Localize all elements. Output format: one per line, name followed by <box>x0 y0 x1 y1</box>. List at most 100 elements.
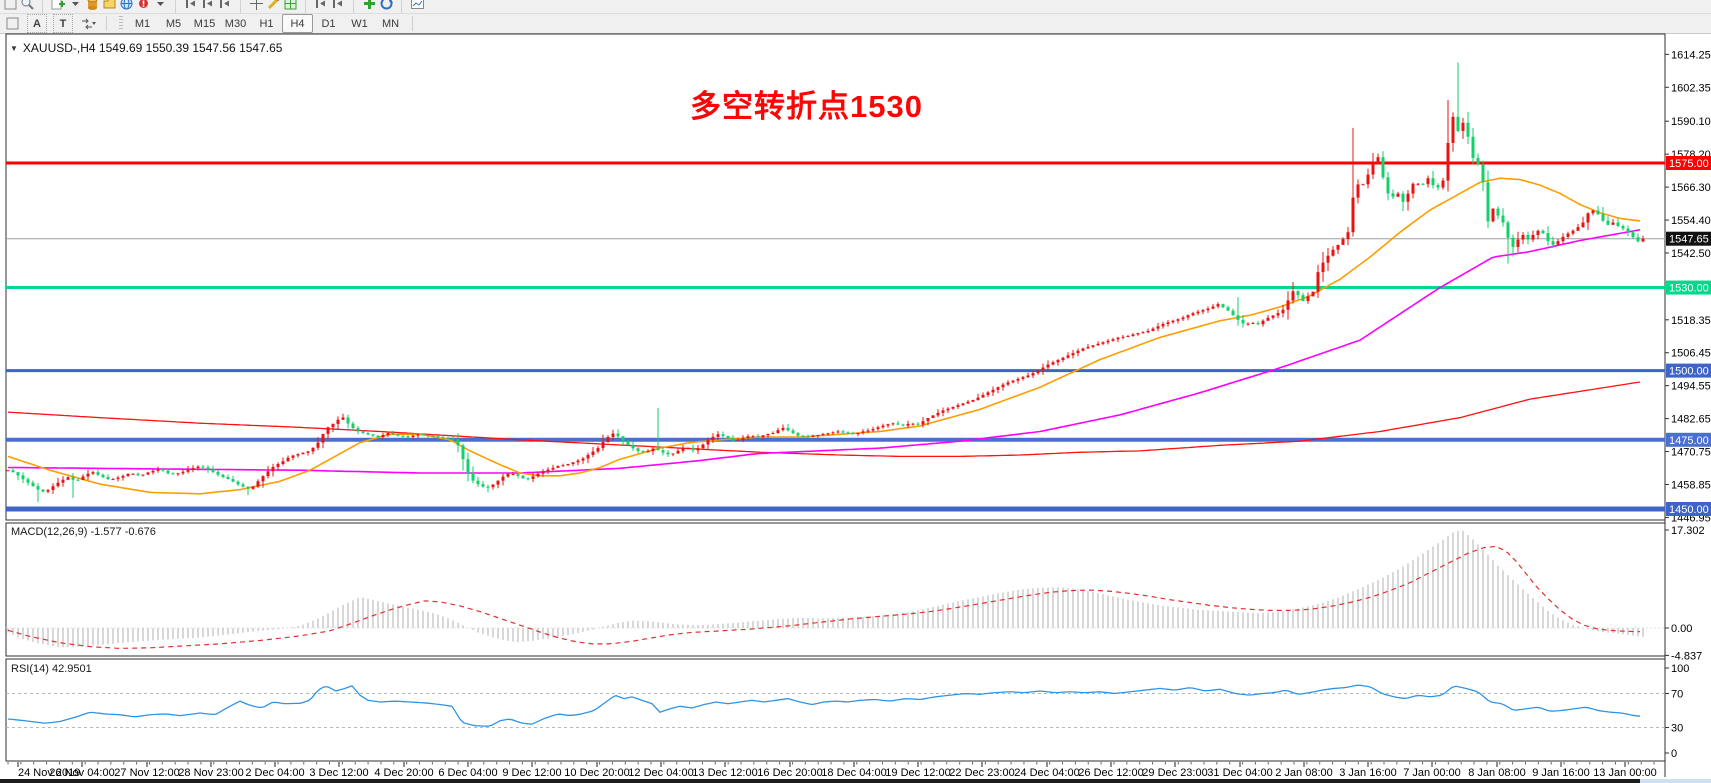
time-label: 4 Dec 20:00 <box>374 767 433 779</box>
time-label: 24 Dec 04:00 <box>1014 767 1079 779</box>
rsi-pane: 100 70 30 0 <box>6 663 1689 760</box>
time-label: 26 Nov 04:00 <box>49 767 114 779</box>
macd-pane: 17.302 0.00 -4.837 <box>6 525 1705 662</box>
autoscroll-icon[interactable] <box>183 0 200 12</box>
svg-text:30: 30 <box>1671 723 1683 735</box>
timeframe-button-M1[interactable]: M1 <box>134 17 151 30</box>
svg-text:1566.30: 1566.30 <box>1671 182 1711 194</box>
time-label: 24 Nov 2019 <box>18 767 80 779</box>
hstep-icon[interactable] <box>313 0 330 12</box>
time-label: 2 Dec 04:00 <box>245 767 304 779</box>
template-icon[interactable] <box>409 0 426 12</box>
time-label: 8 Jan 08:00 <box>1468 767 1526 779</box>
draw-line-icon[interactable] <box>265 0 282 12</box>
svg-text:0.00: 0.00 <box>1671 623 1692 635</box>
svg-text:100: 100 <box>1671 663 1689 675</box>
time-label: 26 Dec 12:00 <box>1078 767 1143 779</box>
time-label: 29 Dec 23:00 <box>1142 767 1207 779</box>
object-arrows-tool-button[interactable] <box>76 15 100 32</box>
time-label: 9 Jan 16:00 <box>1532 767 1590 779</box>
chart-annotation-text[interactable]: 多空转折点1530 <box>690 89 923 124</box>
timeframe-button-W1[interactable]: W1 <box>351 17 368 30</box>
timeframe-button-M5[interactable]: M5 <box>165 17 182 30</box>
time-label: 28 Nov 23:00 <box>178 767 243 779</box>
svg-text:1506.45: 1506.45 <box>1671 348 1711 360</box>
window-bottom-edge <box>0 779 1711 783</box>
svg-text:-4.837: -4.837 <box>1671 650 1702 662</box>
time-label: 6 Dec 04:00 <box>438 767 497 779</box>
window-icon[interactable] <box>2 0 19 12</box>
font-tool-button[interactable]: A <box>27 14 47 33</box>
svg-text:1482.65: 1482.65 <box>1671 414 1711 426</box>
timeframe-button-H1[interactable]: H1 <box>259 17 274 30</box>
collapse-triangle-icon[interactable]: ▼ <box>10 43 18 53</box>
time-label: 10 Dec 20:00 <box>564 767 629 779</box>
time-label: 18 Dec 04:00 <box>821 767 886 779</box>
svg-text:1547.65: 1547.65 <box>1669 234 1709 246</box>
add-indicator-icon[interactable] <box>361 0 378 12</box>
symbol-header: ▼ XAUUSD-,H4 1549.69 1550.39 1547.56 154… <box>10 41 282 55</box>
history-center-icon[interactable] <box>84 0 101 12</box>
main-toolbar <box>0 0 1711 14</box>
svg-text:1450.00: 1450.00 <box>1669 504 1709 516</box>
crosshair-icon[interactable] <box>248 0 265 12</box>
svg-text:70: 70 <box>1671 689 1683 701</box>
toolbar-separator <box>106 16 107 31</box>
svg-text:1602.35: 1602.35 <box>1671 82 1711 94</box>
ma-lines <box>7 177 1641 495</box>
caret-icon[interactable] <box>152 0 169 12</box>
timeframe-button-D1[interactable]: D1 <box>321 17 336 30</box>
timeframe-button-M30[interactable]: M30 <box>224 17 247 30</box>
svg-text:17.302: 17.302 <box>1671 525 1705 537</box>
toolbar-separator <box>42 0 50 13</box>
toolbar-separator <box>412 16 413 31</box>
time-label: 13 Jan 00:00 <box>1593 767 1657 779</box>
svg-text:1475.00: 1475.00 <box>1669 435 1709 447</box>
web-icon[interactable] <box>118 0 135 12</box>
time-label: 16 Dec 20:00 <box>757 767 822 779</box>
zoom-icon[interactable] <box>19 0 36 12</box>
new-chart-icon[interactable] <box>50 0 67 12</box>
time-label: 19 Dec 12:00 <box>885 767 950 779</box>
chart-shift-icon[interactable] <box>200 0 217 12</box>
text-label-tool-button[interactable]: T <box>53 14 73 33</box>
svg-text:1530.00: 1530.00 <box>1669 283 1709 295</box>
timeframe-button-M15[interactable]: M15 <box>193 17 216 30</box>
hstep2-icon[interactable] <box>330 0 347 12</box>
svg-text:1470.75: 1470.75 <box>1671 447 1711 459</box>
rsi-indicator-label: RSI(14) 42.9501 <box>11 663 92 675</box>
toolbar-grip <box>119 16 123 31</box>
timeframe-button-MN[interactable]: MN <box>381 17 400 30</box>
svg-text:1500.00: 1500.00 <box>1669 366 1709 378</box>
time-label: 2 Jan 08:00 <box>1275 767 1333 779</box>
svg-text:1614.25: 1614.25 <box>1671 49 1711 61</box>
open-folder-icon[interactable] <box>101 0 118 12</box>
time-label: 31 Dec 04:00 <box>1207 767 1272 779</box>
time-label: 13 Dec 12:00 <box>692 767 757 779</box>
symbol-ohlc-text: XAUUSD-,H4 1549.69 1550.39 1547.56 1547.… <box>22 41 283 55</box>
price-badges: 1575.00 1547.65 1530.00 1500.00 1475.00 1450.… <box>1666 156 1711 516</box>
price-levels[interactable] <box>6 161 1665 512</box>
time-label: 3 Dec 12:00 <box>309 767 368 779</box>
chart-area[interactable]: 1614.25 1602.35 1590.10 1578.20 1566.30 1554.… <box>0 33 1711 783</box>
toolbar-separator <box>175 0 183 13</box>
toolbar-separator <box>353 0 361 13</box>
chart-panes <box>5 33 1666 777</box>
svg-text:1518.35: 1518.35 <box>1671 315 1711 327</box>
new-order-grid-button[interactable] <box>0 15 24 32</box>
news-icon[interactable] <box>135 0 152 12</box>
time-label: 9 Dec 12:00 <box>502 767 561 779</box>
objects-table-icon[interactable] <box>282 0 299 12</box>
time-label: 27 Nov 12:00 <box>114 767 179 779</box>
toolbar-separator <box>401 0 409 13</box>
navigator-icon[interactable] <box>378 0 395 12</box>
chart-end-icon[interactable] <box>217 0 234 12</box>
svg-text:0: 0 <box>1671 748 1677 760</box>
candles <box>6 62 1645 503</box>
profiles-caret-icon[interactable] <box>67 0 84 12</box>
time-label: 3 Jan 16:00 <box>1339 767 1397 779</box>
svg-text:1542.50: 1542.50 <box>1671 248 1711 260</box>
timeframe-button-H4[interactable]: H4 <box>282 14 313 33</box>
